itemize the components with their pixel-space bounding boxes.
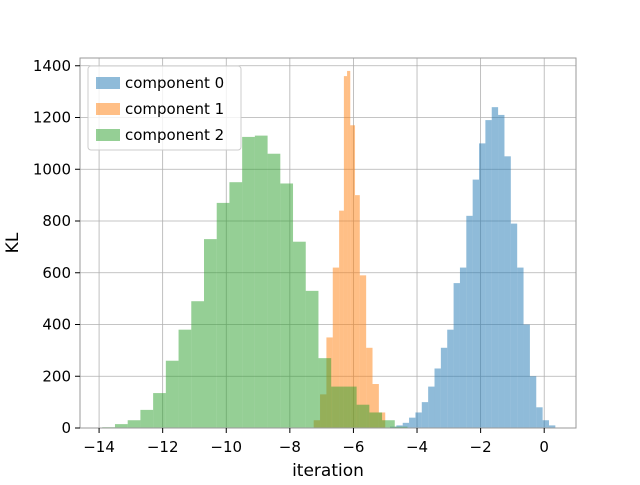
histogram-bar (305, 290, 319, 428)
series-0 (390, 107, 556, 429)
histogram-bar (140, 409, 154, 428)
y-tick-label: 1200 (33, 109, 71, 127)
histogram-bar (153, 393, 166, 428)
histogram-bar (343, 386, 357, 428)
histogram-bar (343, 76, 348, 429)
histogram-bar (332, 267, 340, 428)
histogram-bar (280, 183, 294, 428)
histogram-bar (440, 347, 448, 428)
histogram-bar (453, 283, 460, 428)
histogram-bar (114, 424, 128, 428)
histogram-bar (542, 420, 549, 428)
legend-label: component 1 (125, 100, 224, 118)
histogram-bar (466, 215, 473, 428)
y-tick-label: 400 (42, 316, 71, 334)
x-tick-label: −8 (279, 438, 301, 456)
legend-label: component 0 (125, 74, 224, 92)
histogram-bar (434, 368, 441, 428)
histogram-bar (415, 412, 422, 428)
histogram-bar (394, 426, 408, 428)
x-tick-label: 0 (539, 438, 549, 456)
y-tick-label: 1000 (33, 160, 71, 178)
histogram-bar (254, 135, 268, 428)
histogram-bar (447, 329, 454, 428)
histogram-bar (178, 329, 192, 428)
histogram-bar (491, 107, 499, 429)
legend-box (87, 65, 242, 151)
histogram-bar (382, 420, 395, 428)
histogram-bar (498, 114, 505, 428)
legend-entry: component 0 (96, 74, 224, 92)
legend-label: component 2 (125, 126, 224, 144)
histogram-bar (479, 143, 486, 428)
y-tick-label: 800 (42, 212, 71, 230)
legend-swatch (96, 103, 120, 115)
histogram-bar (529, 376, 537, 428)
histogram-bar (191, 301, 204, 428)
x-axis-ticks: −14 −12 −10 −8 −6 −4 −2 0 (83, 428, 549, 456)
legend-entries: component 0 component 1 component 2 (96, 74, 224, 144)
legend-swatch (96, 77, 120, 89)
histogram-bar (510, 223, 518, 428)
histogram-bar (165, 360, 179, 428)
y-tick-label: 1400 (33, 57, 71, 75)
histogram-bar (242, 136, 255, 428)
histogram-bar (536, 407, 543, 428)
x-tick-label: −6 (342, 438, 364, 456)
legend: component 0 component 1 component 2 (87, 65, 242, 151)
y-axis-ticks: 0 200 400 600 800 1000 1200 1400 (33, 57, 80, 437)
histogram-bars (102, 70, 556, 429)
histogram-bar (409, 417, 416, 428)
histogram-bar (229, 182, 243, 428)
histogram-bar (517, 267, 524, 428)
x-tick-label: −4 (406, 438, 428, 456)
histogram-bar (267, 153, 281, 429)
y-tick-label: 0 (61, 419, 71, 437)
legend-entry: component 2 (96, 126, 224, 144)
histogram-bar (204, 239, 217, 428)
histogram-bar (459, 267, 467, 428)
legend-entry: component 1 (96, 100, 224, 118)
histogram-bar (356, 404, 370, 428)
histogram-bar (339, 210, 344, 428)
x-tick-label: −2 (470, 438, 492, 456)
series-2 (102, 135, 408, 429)
histogram-bar (293, 241, 306, 428)
x-tick-label: −12 (147, 438, 179, 456)
histogram-bar (523, 324, 530, 428)
y-tick-label: 600 (42, 264, 71, 282)
histogram-bar (421, 402, 429, 428)
histogram-bar (428, 386, 435, 428)
histogram-bar (402, 422, 410, 428)
histogram-bar (355, 195, 360, 428)
y-axis-title: KL (3, 232, 23, 253)
histogram-bar (347, 70, 351, 428)
legend-swatch (96, 129, 120, 141)
plot-frame (79, 57, 577, 429)
histogram-bar (372, 384, 379, 428)
x-tick-label: −10 (210, 438, 242, 456)
histogram-bar (472, 179, 480, 428)
histogram-bar (548, 425, 556, 428)
histogram-bar (318, 358, 332, 428)
histogram-bar (216, 202, 230, 428)
histogram-bar (331, 386, 344, 428)
histogram-bar (350, 125, 356, 428)
histogram-bar (369, 412, 383, 428)
histogram-bar (359, 275, 367, 428)
histogram-bar (504, 156, 511, 428)
x-axis-title: iteration (292, 461, 364, 480)
histogram-bar (485, 120, 492, 428)
histogram-bar (366, 347, 373, 428)
x-tick-label: −14 (83, 438, 115, 456)
histogram-bar (127, 420, 141, 428)
y-tick-label: 200 (42, 367, 71, 385)
